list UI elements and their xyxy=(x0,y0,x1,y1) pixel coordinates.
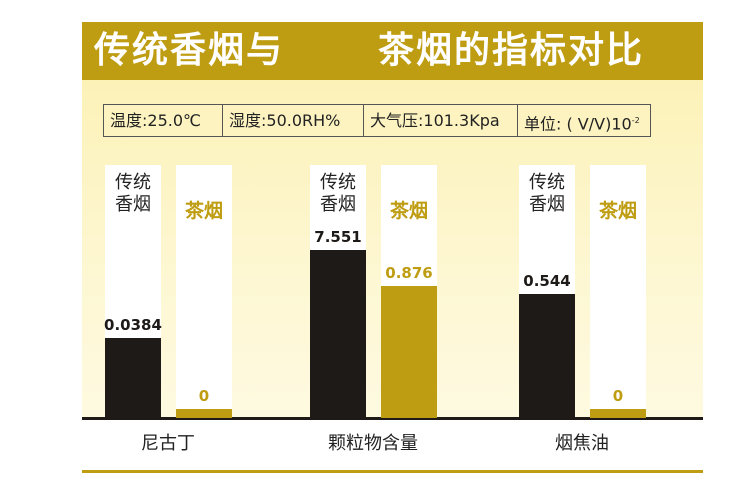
series-label-traditional: 传统 香烟 xyxy=(105,172,161,216)
humidity-cell: 湿度:50.0RH% xyxy=(223,105,364,136)
chart-frame: 传统香烟与 茶烟的指标对比 温度:25.0℃ 湿度:50.0RH% 大气压:10… xyxy=(82,22,703,473)
series-label-traditional: 传统 香烟 xyxy=(310,172,366,216)
series-label-tea: 茶烟 xyxy=(184,200,223,222)
x-axis-line xyxy=(82,417,703,420)
series-label-tea: 茶烟 xyxy=(389,200,428,222)
chart-title-part2: 茶烟的指标对比 xyxy=(378,30,645,71)
category-label: 烟焦油 xyxy=(555,433,609,454)
unit-text: 单位: ( V/V)10 xyxy=(524,114,632,134)
bar-tea xyxy=(590,409,646,418)
series-label-line: 香烟 xyxy=(529,194,565,215)
temperature-cell: 温度:25.0℃ xyxy=(104,105,223,136)
series-label-line: 香烟 xyxy=(320,194,356,215)
category-label: 颗粒物含量 xyxy=(328,433,418,454)
bar-traditional xyxy=(310,249,366,418)
series-label-line: 传统 xyxy=(320,172,356,193)
category-strip xyxy=(82,420,703,470)
unit-cell: 单位: ( V/V)10-2 xyxy=(518,105,650,136)
series-label-line: 香烟 xyxy=(115,194,151,215)
series-label-tea: 茶烟 xyxy=(598,200,637,222)
conditions-table: 温度:25.0℃ 湿度:50.0RH% 大气压:101.3Kpa 单位: ( V… xyxy=(103,104,651,137)
value-label: 0 xyxy=(612,387,624,405)
value-label: 0.0384 xyxy=(104,316,162,334)
bar-background xyxy=(590,165,646,418)
value-label: 7.551 xyxy=(314,227,362,246)
value-label: 0.876 xyxy=(385,263,433,282)
category-label: 尼古丁 xyxy=(141,433,195,454)
chart-title-part1: 传统香烟与 xyxy=(94,30,285,71)
series-label-line: 传统 xyxy=(529,172,565,193)
unit-exponent: -2 xyxy=(631,116,640,125)
pressure-cell: 大气压:101.3Kpa xyxy=(364,105,518,136)
bar-background xyxy=(176,165,232,418)
title-band: 传统香烟与 茶烟的指标对比 xyxy=(82,22,703,80)
series-label-line: 传统 xyxy=(115,172,151,193)
bar-traditional xyxy=(519,293,575,418)
value-label: 0 xyxy=(198,387,210,405)
bottom-rule xyxy=(82,470,703,473)
bar-tea xyxy=(381,285,437,418)
bar-traditional xyxy=(105,338,161,418)
bar-tea xyxy=(176,409,232,418)
series-label-traditional: 传统 香烟 xyxy=(519,172,575,216)
value-label: 0.544 xyxy=(523,271,571,290)
